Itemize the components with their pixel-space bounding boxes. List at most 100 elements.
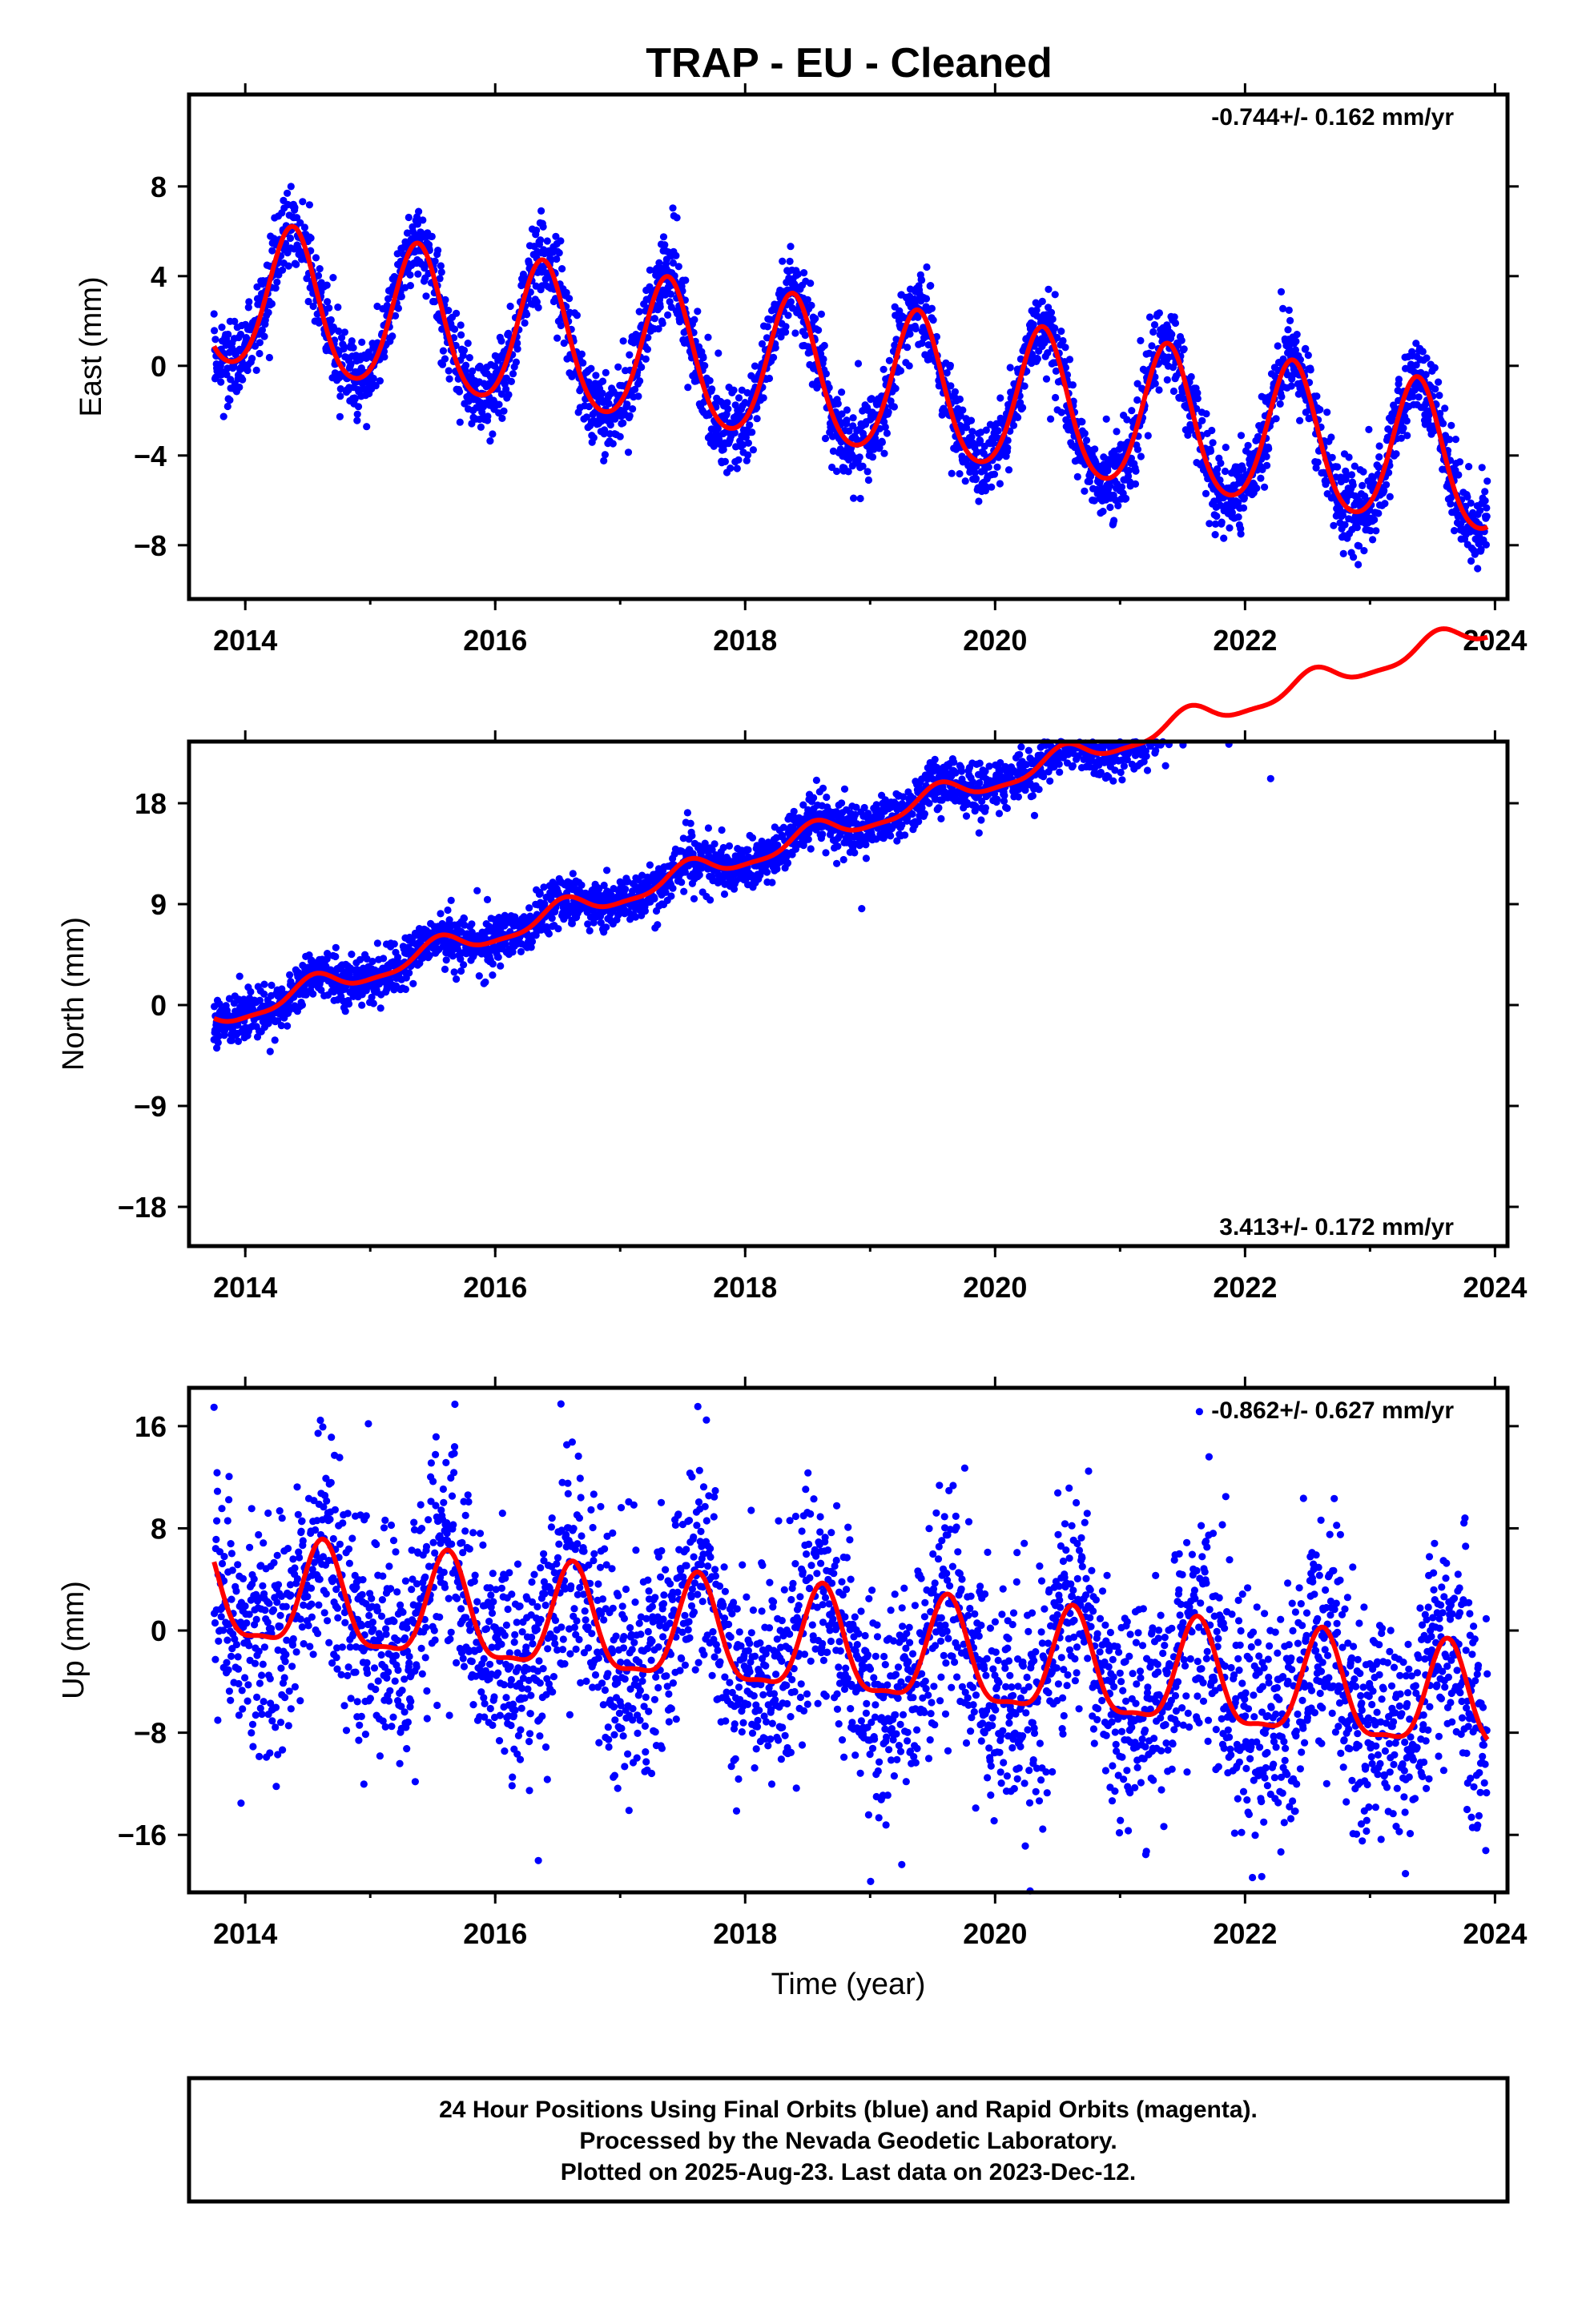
east-point-1994 <box>972 475 980 483</box>
east-point-2912 <box>1330 521 1338 529</box>
east-point-1022 <box>602 368 610 376</box>
east-point-752 <box>500 407 508 415</box>
east-point-2939 <box>1339 549 1347 558</box>
north-point-522 <box>405 969 413 977</box>
east-point-2597 <box>1208 426 1216 435</box>
east-point-128 <box>258 326 266 334</box>
east-point-1408 <box>749 446 758 454</box>
east-point-472 <box>392 312 400 320</box>
north-point-534 <box>409 979 417 987</box>
east-point-2235 <box>1065 356 1074 364</box>
east-point-3234 <box>1451 436 1459 444</box>
north-point-1225 <box>667 892 675 900</box>
east-point-201 <box>286 234 295 243</box>
east-point-544 <box>419 216 427 224</box>
east-point-1233 <box>682 276 690 284</box>
east-point-1962 <box>959 406 967 414</box>
north-point-441 <box>373 939 381 947</box>
east-point-1081 <box>626 412 634 420</box>
east-point-2600 <box>1209 439 1217 447</box>
east-point-868 <box>543 237 551 245</box>
east-point-2223 <box>1061 344 1069 352</box>
east-point-122 <box>256 339 264 347</box>
east-point-3027 <box>1372 527 1380 535</box>
east-point-3245 <box>1455 458 1464 466</box>
east-point-2048 <box>993 463 1001 471</box>
east-point-1291 <box>704 333 712 341</box>
east-point-3198 <box>1439 420 1447 428</box>
north-point-1365 <box>720 890 729 899</box>
east-point-2184 <box>1047 415 1055 423</box>
east-point-858 <box>539 223 547 231</box>
north-point-238 <box>298 1001 306 1009</box>
east-point-552 <box>422 292 430 300</box>
east-point-2079 <box>1004 466 1013 474</box>
east-point-1599 <box>819 355 827 364</box>
east-point-247 <box>305 201 313 209</box>
east-point-945 <box>573 312 582 320</box>
north-point-651 <box>453 975 461 983</box>
east-point-2451 <box>1150 321 1159 329</box>
east-point-533 <box>415 207 423 215</box>
east-point-2484 <box>1163 376 1171 384</box>
east-point-1769 <box>884 408 892 416</box>
north-point-1301 <box>695 870 703 879</box>
north-point-1602 <box>810 794 818 802</box>
east-point-2212 <box>1057 328 1065 336</box>
east-point-2453 <box>1151 380 1159 388</box>
east-point-2050 <box>994 427 1002 435</box>
east-point-1184 <box>664 311 672 319</box>
east-point-2520 <box>1177 336 1185 344</box>
east-point-1169 <box>658 320 666 328</box>
north-point-155 <box>268 981 276 989</box>
east-point-386 <box>358 338 366 346</box>
east-point-88 <box>244 366 252 375</box>
east-point-333 <box>337 334 346 342</box>
east-point-373 <box>353 416 361 424</box>
east-y-axis-label: East (mm) <box>74 276 108 416</box>
east-point-1662 <box>843 406 851 414</box>
east-point-2493 <box>1168 330 1176 339</box>
east-point-1334 <box>721 457 730 466</box>
north-point-1595 <box>807 845 815 853</box>
north-point-637 <box>447 896 455 904</box>
east-point-434 <box>376 377 384 385</box>
east-point-478 <box>393 250 401 258</box>
east-point-1766 <box>883 429 891 437</box>
north-point-1155 <box>641 907 650 915</box>
east-point-146 <box>265 353 273 362</box>
east-point-908 <box>558 265 566 273</box>
east-point-2416 <box>1137 336 1145 344</box>
east-point-1017 <box>600 456 608 465</box>
east-point-91 <box>244 304 252 312</box>
north-point-908 <box>548 915 556 923</box>
east-point-594 <box>438 360 447 368</box>
north-point-138 <box>260 980 268 988</box>
east-point-214 <box>291 203 299 211</box>
east-point-2962 <box>1347 471 1356 479</box>
east-point-3316 <box>1483 477 1491 485</box>
east-point-1340 <box>723 399 731 407</box>
east-point-610 <box>445 375 453 383</box>
east-point-905 <box>557 321 565 330</box>
east-point-583 <box>434 247 442 255</box>
east-point-2408 <box>1133 396 1141 404</box>
east-point-1692 <box>855 453 863 461</box>
east-point-2244 <box>1069 381 1077 389</box>
east-point-3303 <box>1478 464 1486 472</box>
east-point-3298 <box>1476 506 1484 515</box>
north-point-1324 <box>704 824 713 832</box>
east-point-66 <box>235 383 244 392</box>
north-point-1230 <box>669 884 677 892</box>
east-point-2448 <box>1149 328 1157 336</box>
east-x-tick-label-1: 2016 <box>463 624 527 657</box>
north-point-729 <box>481 978 489 986</box>
north-point-627 <box>442 956 450 964</box>
east-point-480 <box>394 304 402 312</box>
east-point-894 <box>553 255 561 263</box>
east-point-3274 <box>1467 499 1475 507</box>
east-point-2747 <box>1265 444 1273 452</box>
north-point-366 <box>344 1000 353 1008</box>
east-point-1678 <box>850 494 858 502</box>
